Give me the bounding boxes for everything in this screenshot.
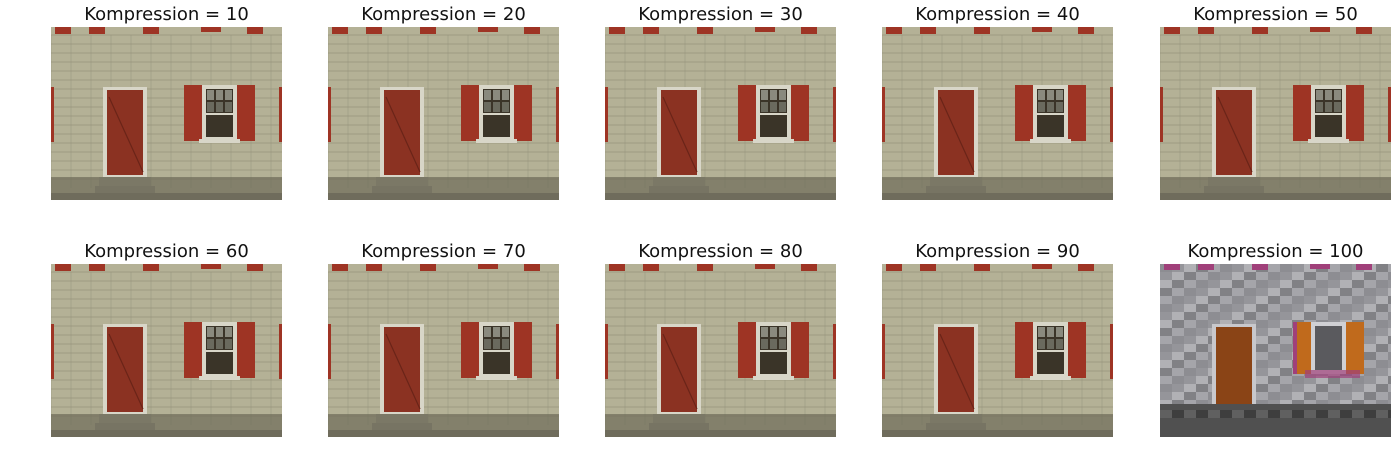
panel-title: Kompression = 60 bbox=[84, 241, 249, 262]
building-photo bbox=[605, 27, 836, 200]
building-photo-degraded bbox=[1160, 264, 1391, 437]
building-photo bbox=[328, 27, 559, 200]
panel-title: Kompression = 70 bbox=[361, 241, 526, 262]
building-photo bbox=[882, 264, 1113, 437]
panel-title: Kompression = 100 bbox=[1187, 241, 1364, 262]
panel-title: Kompression = 40 bbox=[915, 4, 1080, 25]
building-photo bbox=[1160, 27, 1391, 200]
building-photo bbox=[882, 27, 1113, 200]
building-photo bbox=[51, 27, 282, 200]
panel-title: Kompression = 10 bbox=[84, 4, 249, 25]
panel-title: Kompression = 20 bbox=[361, 4, 526, 25]
panel-title: Kompression = 50 bbox=[1193, 4, 1358, 25]
panel-title: Kompression = 30 bbox=[638, 4, 803, 25]
building-photo bbox=[328, 264, 559, 437]
building-photo bbox=[51, 264, 282, 437]
building-photo bbox=[605, 264, 836, 437]
panel-title: Kompression = 80 bbox=[638, 241, 803, 262]
panel-title: Kompression = 90 bbox=[915, 241, 1080, 262]
